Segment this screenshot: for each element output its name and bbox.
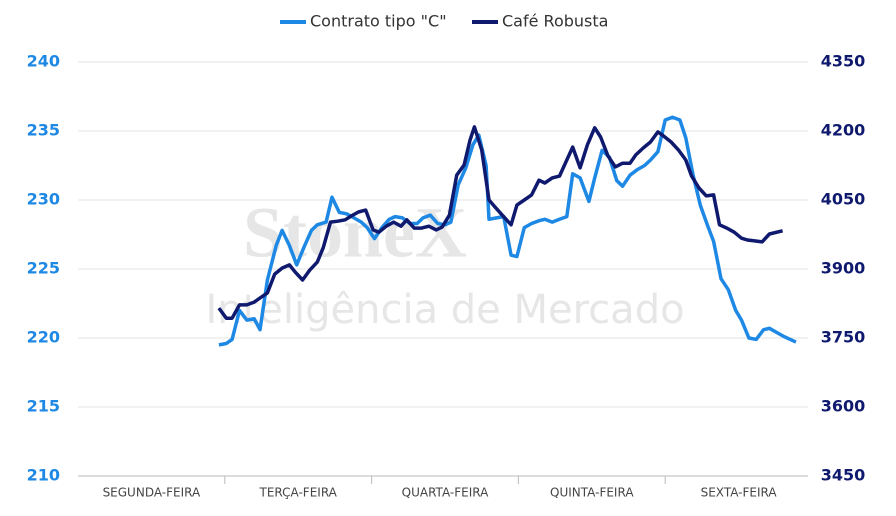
watermark-logo: StoneX <box>243 193 467 273</box>
x-tick-label: TERÇA-FEIRA <box>259 486 338 500</box>
x-tick-label: SEXTA-FEIRA <box>701 486 778 500</box>
y2-tick-label: 4350 <box>821 52 866 71</box>
y-tick-label: 215 <box>27 397 60 416</box>
legend-label: Café Robusta <box>502 12 608 31</box>
y2-tick-label: 3900 <box>821 259 866 278</box>
y2-tick-label: 3750 <box>821 328 866 347</box>
x-tick-label: QUARTA-FEIRA <box>402 486 489 500</box>
y2-tick-label: 3600 <box>821 397 866 416</box>
y2-tick-label: 4050 <box>821 190 866 209</box>
y-tick-label: 230 <box>27 190 60 209</box>
x-tick-label: SEGUNDA-FEIRA <box>103 486 201 500</box>
y2-tick-label: 4200 <box>821 121 866 140</box>
series-line <box>217 125 784 320</box>
legend-label: Contrato tipo "C" <box>310 12 447 31</box>
y-tick-label: 225 <box>27 259 60 278</box>
watermark-text: Inteligência de Mercado <box>205 287 684 333</box>
y-tick-label: 220 <box>27 328 60 347</box>
y2-tick-label: 3450 <box>821 466 866 485</box>
y-tick-label: 210 <box>27 466 60 485</box>
x-tick-label: QUINTA-FEIRA <box>550 486 634 500</box>
y-tick-label: 235 <box>27 121 60 140</box>
y-tick-label: 240 <box>27 52 60 71</box>
